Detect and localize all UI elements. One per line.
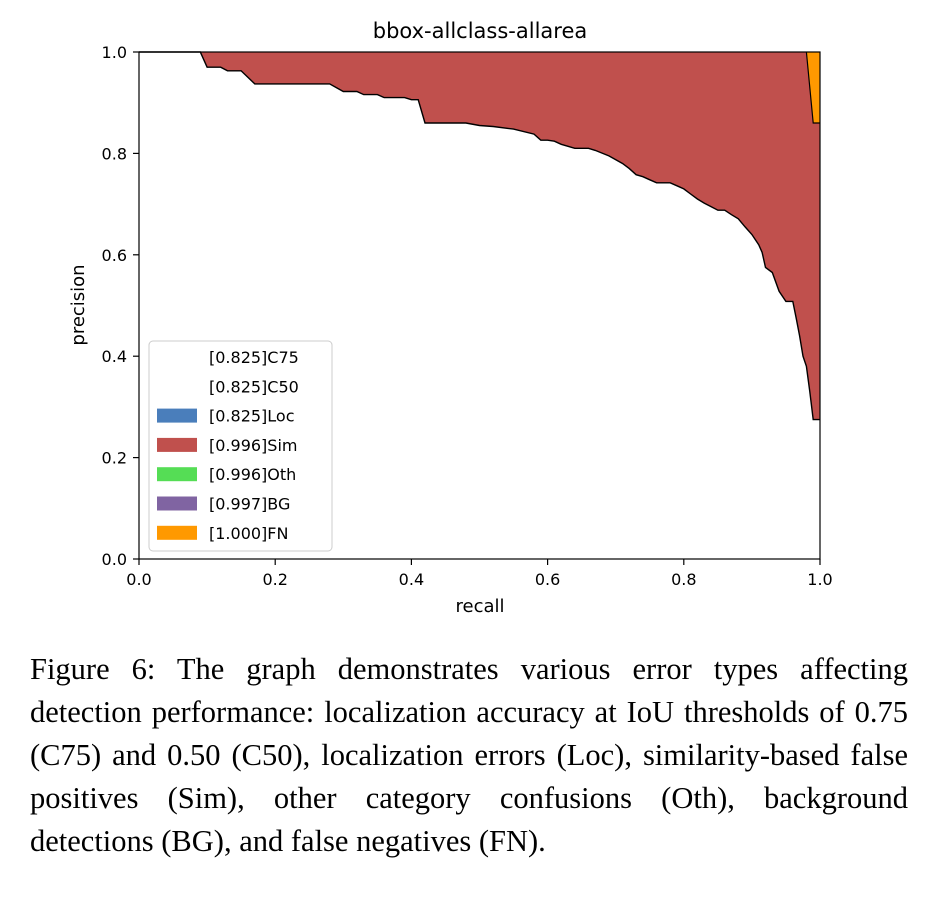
legend-label: [0.996]Sim [209, 436, 297, 455]
x-tick-label: 0.8 [671, 570, 696, 589]
y-tick-label: 0.4 [102, 347, 127, 366]
legend-swatch [157, 437, 197, 452]
chart-title: bbox-allclass-allarea [373, 19, 587, 43]
area-layers [139, 51, 820, 421]
y-tick-label: 1.0 [102, 43, 127, 62]
legend-label: [0.825]Loc [209, 407, 295, 426]
legend-label: [0.996]Oth [209, 465, 296, 484]
legend-swatch [157, 467, 197, 482]
legend-label: [0.825]C50 [209, 377, 299, 396]
y-tick-label: 0.6 [102, 246, 127, 265]
y-tick-label: 0.8 [102, 144, 127, 163]
legend-swatch [157, 350, 197, 364]
x-tick-label: 0.6 [535, 570, 560, 589]
fn-boundary-line [805, 51, 820, 124]
x-tick-label: 0.4 [399, 570, 424, 589]
x-tick-label: 0.2 [262, 570, 287, 589]
sim-boundary-line [139, 51, 820, 421]
x-tick-label: 0.0 [126, 570, 151, 589]
legend-swatch [157, 525, 197, 540]
fn-area [806, 52, 820, 123]
plot-frame [138, 51, 821, 560]
legend-label: [1.000]FN [209, 524, 288, 543]
x-tick-label: 1.0 [807, 570, 832, 589]
sim-area [139, 52, 820, 420]
pr-chart: bbox-allclass-allarea 0.0 0.2 0.4 0.6 0.8 1.0… [68, 19, 833, 617]
y-tick-label: 0.2 [102, 449, 127, 468]
y-axis-label: precision [68, 264, 89, 345]
axes: 0.0 0.2 0.4 0.6 0.8 1.0 0.0 0.2 0.4 0.6 0.8 1.0 [102, 43, 833, 589]
y-tick-label: 0.0 [102, 550, 127, 569]
legend-swatch [157, 379, 197, 394]
legend-swatch [157, 496, 197, 511]
legend-label: [0.825]C75 [209, 348, 299, 367]
legend: [0.825]C75 [0.825]C50 [0.825]Loc [0.996]Sim… [148, 340, 333, 552]
x-axis-label: recall [455, 596, 504, 617]
figure-caption: Figure 6: The graph demonstrates various… [30, 652, 908, 858]
legend-label: [0.997]BG [209, 495, 290, 514]
legend-swatch [157, 408, 197, 423]
